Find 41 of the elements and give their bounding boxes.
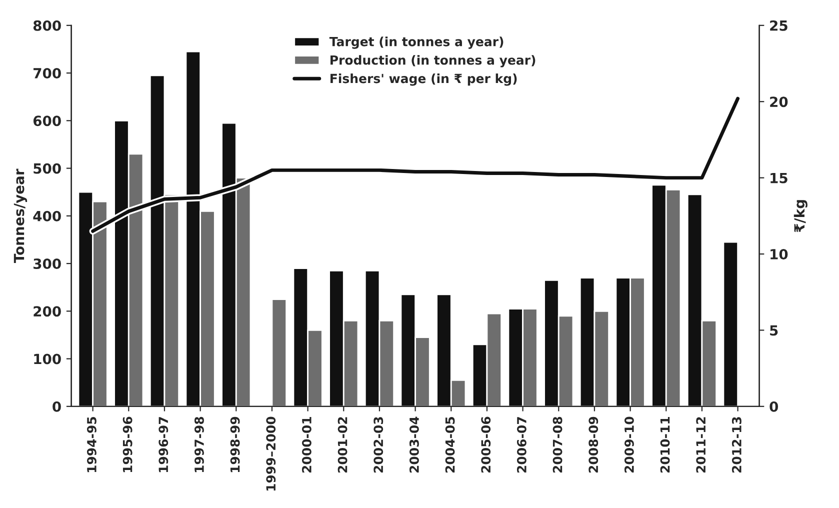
x-tick-label: 2001-02 — [338, 417, 348, 473]
y2-tick-label: 5 — [770, 325, 778, 336]
y-tick-label: 100 — [34, 354, 61, 364]
y2-tick-label: 0 — [770, 401, 778, 412]
x-tick-label: 1998-99 — [230, 416, 240, 472]
x-tick-label: 2011-12 — [696, 417, 706, 473]
y-tick-label: 800 — [33, 20, 61, 31]
x-tick-label: 1996-97 — [158, 417, 168, 472]
x-tick-label: 2008-09 — [588, 416, 598, 473]
y-tick-label: 400 — [33, 210, 61, 222]
y-axis-title: Tonnes/year — [14, 168, 28, 264]
y-tick-label: 600 — [33, 116, 61, 126]
y-tick-label: 200 — [34, 306, 61, 317]
y2-tick-label: 15 — [770, 172, 788, 184]
x-tick-label: 2000-01 — [302, 416, 312, 473]
y2-tick-label: 10 — [770, 248, 788, 260]
x-tick-label: 2004-05 — [445, 416, 455, 473]
bar — [722, 241, 738, 406]
y2-tick-label: 20 — [770, 96, 788, 108]
x-tick-label: 1997-98 — [194, 416, 204, 472]
y-tick-label: 500 — [34, 163, 61, 174]
y-tick-label: 0 — [52, 401, 61, 412]
y-tick-label: 700 — [34, 68, 61, 78]
x-tick-label: 1999–2000 — [266, 416, 276, 491]
bar — [271, 298, 288, 406]
x-tick-label: 2007-08 — [552, 416, 562, 473]
y-tick-label: 300 — [34, 258, 61, 269]
x-tick-label: 2006-07 — [516, 417, 526, 473]
legend-label: Production (in tonnes a year) — [330, 55, 536, 68]
x-tick-label: 2010-11 — [660, 416, 670, 473]
legend-label: Fishers' wage (in ₹ per kg) — [330, 74, 517, 86]
x-tick-label: 2012-13 — [732, 417, 742, 473]
x-tick-label: 2009-10 — [624, 416, 634, 473]
x-tick-label: 2002-03 — [374, 417, 384, 473]
y2-axis-title: ₹/kg — [794, 200, 808, 232]
y2-tick-label: 25 — [770, 20, 788, 31]
x-tick-label: 2005-06 — [481, 416, 491, 473]
x-tick-label: 2003-04 — [409, 416, 419, 473]
x-tick-label: 1995-96 — [122, 416, 132, 472]
x-tick-label: 1994-95 — [87, 416, 96, 472]
legend-label: Target (in tonnes a year) — [329, 36, 504, 49]
